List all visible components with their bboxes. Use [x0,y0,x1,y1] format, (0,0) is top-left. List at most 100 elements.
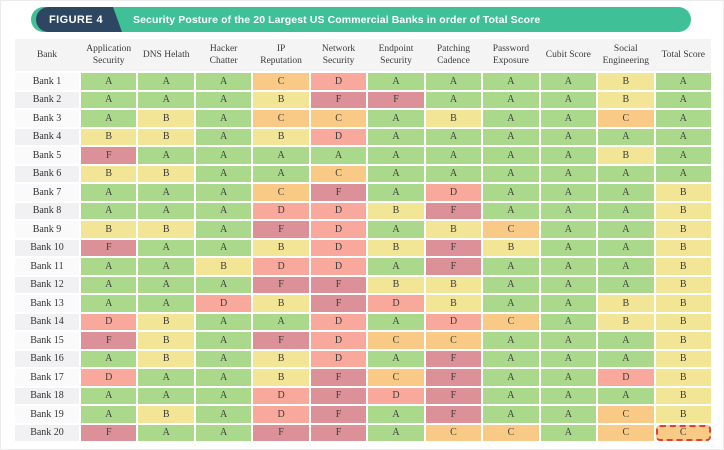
grade-cell: A [425,147,482,164]
grade-cell: A [540,313,597,330]
grade-cell: A [540,110,597,127]
grade-cell: D [310,258,367,275]
grade-cell: B [655,276,711,293]
grade-cell: A [368,424,424,441]
grade-cell: A [195,184,252,201]
grade-cell: A [138,258,194,275]
grade-cell: A [655,91,711,108]
grade-cell: A [138,184,194,201]
grade-cell: A [598,184,654,201]
grade-cell: F [253,424,309,441]
grade-cell: A [81,406,137,423]
grade-cell: A [310,147,367,164]
grade-cell: A [81,91,137,108]
grade-cell: B [655,184,711,201]
column-header: IP Reputation [260,43,302,66]
row-header: Bank [36,49,58,60]
grade-cell: A [598,165,654,182]
grade-cell: A [598,276,654,293]
grade-cell: A [425,91,482,108]
grade-cell: F [425,202,482,219]
grade-cell: A [655,110,711,127]
grade-cell: D [81,313,137,330]
grade-cell: A [195,406,252,423]
grade-cell: F [253,221,309,238]
grade-cell: A [138,202,194,219]
grade-cell: A [253,147,309,164]
grade-cell: A [81,387,137,404]
grade-cell: A [195,387,252,404]
grade-cell: A [425,165,482,182]
grade-cell: A [138,369,194,386]
grade-cell: F [425,406,482,423]
grade-cell: B [598,295,654,312]
grade-cell: B [655,221,711,238]
grade-cell: B [655,332,711,349]
grade-cell: B [253,239,309,256]
bank-label: Bank 18 [15,387,79,404]
grade-cell: F [81,424,137,441]
grade-cell: B [81,165,137,182]
grade-cell: D [310,221,367,238]
grade-cell: A [540,184,597,201]
grade-cell: A [655,147,711,164]
bank-label: Bank 19 [15,406,79,423]
grade-cell: F [425,239,482,256]
bank-label: Bank 2 [15,91,79,108]
grade-cell: A [540,165,597,182]
grade-cell: D [310,202,367,219]
grade-cell: D [425,184,482,201]
grade-cell: A [195,350,252,367]
column-header: Endpoint Security [378,43,414,66]
grade-cell: A [81,350,137,367]
grade-cell: F [310,184,367,201]
bank-label: Bank 16 [15,350,79,367]
grade-cell: D [253,406,309,423]
grade-cell: B [253,128,309,145]
grade-cell: B [138,221,194,238]
grade-cell: A [138,91,194,108]
grade-cell: A [368,313,424,330]
grade-cell: D [253,387,309,404]
grade-cell: A [540,369,597,386]
grade-cell: A [483,184,539,201]
grade-cell: A [195,128,252,145]
column-header: Network Security [321,43,356,66]
table-header-strip [15,39,711,71]
grade-cell: A [195,313,252,330]
grade-cell: C [598,406,654,423]
grade-cell: A [195,332,252,349]
grade-cell: B [655,406,711,423]
figure-banner: FIGURE 4 Security Posture of the 20 Larg… [31,7,691,32]
column-header: DNS Helath [142,49,190,60]
grade-cell: B [138,110,194,127]
grade-cell: C [368,332,424,349]
grade-cell: A [540,221,597,238]
grade-cell: A [540,424,597,441]
grade-cell: C [598,110,654,127]
grade-cell: A [483,369,539,386]
grade-cell: A [540,387,597,404]
grade-cell: C [483,424,539,441]
grade-cell: C [310,110,367,127]
bank-label: Bank 3 [15,110,79,127]
bank-label: Bank 9 [15,221,79,238]
grade-cell: A [540,202,597,219]
grade-cell: B [483,239,539,256]
grade-cell: F [310,387,367,404]
grade-cell: A [655,165,711,182]
grade-cell: D [310,128,367,145]
grade-cell: B [138,332,194,349]
figure-badge: FIGURE 4 [36,7,122,32]
grade-cell: A [195,165,252,182]
figure-title: Security Posture of the 20 Largest US Co… [133,13,541,26]
grade-cell: B [655,239,711,256]
grade-cell: F [81,147,137,164]
grade-cell: A [598,332,654,349]
grade-cell: A [540,295,597,312]
grade-cell: A [195,147,252,164]
grade-cell: D [310,313,367,330]
grade-cell: A [598,258,654,275]
grade-cell: B [81,221,137,238]
grade-cell: B [425,110,482,127]
